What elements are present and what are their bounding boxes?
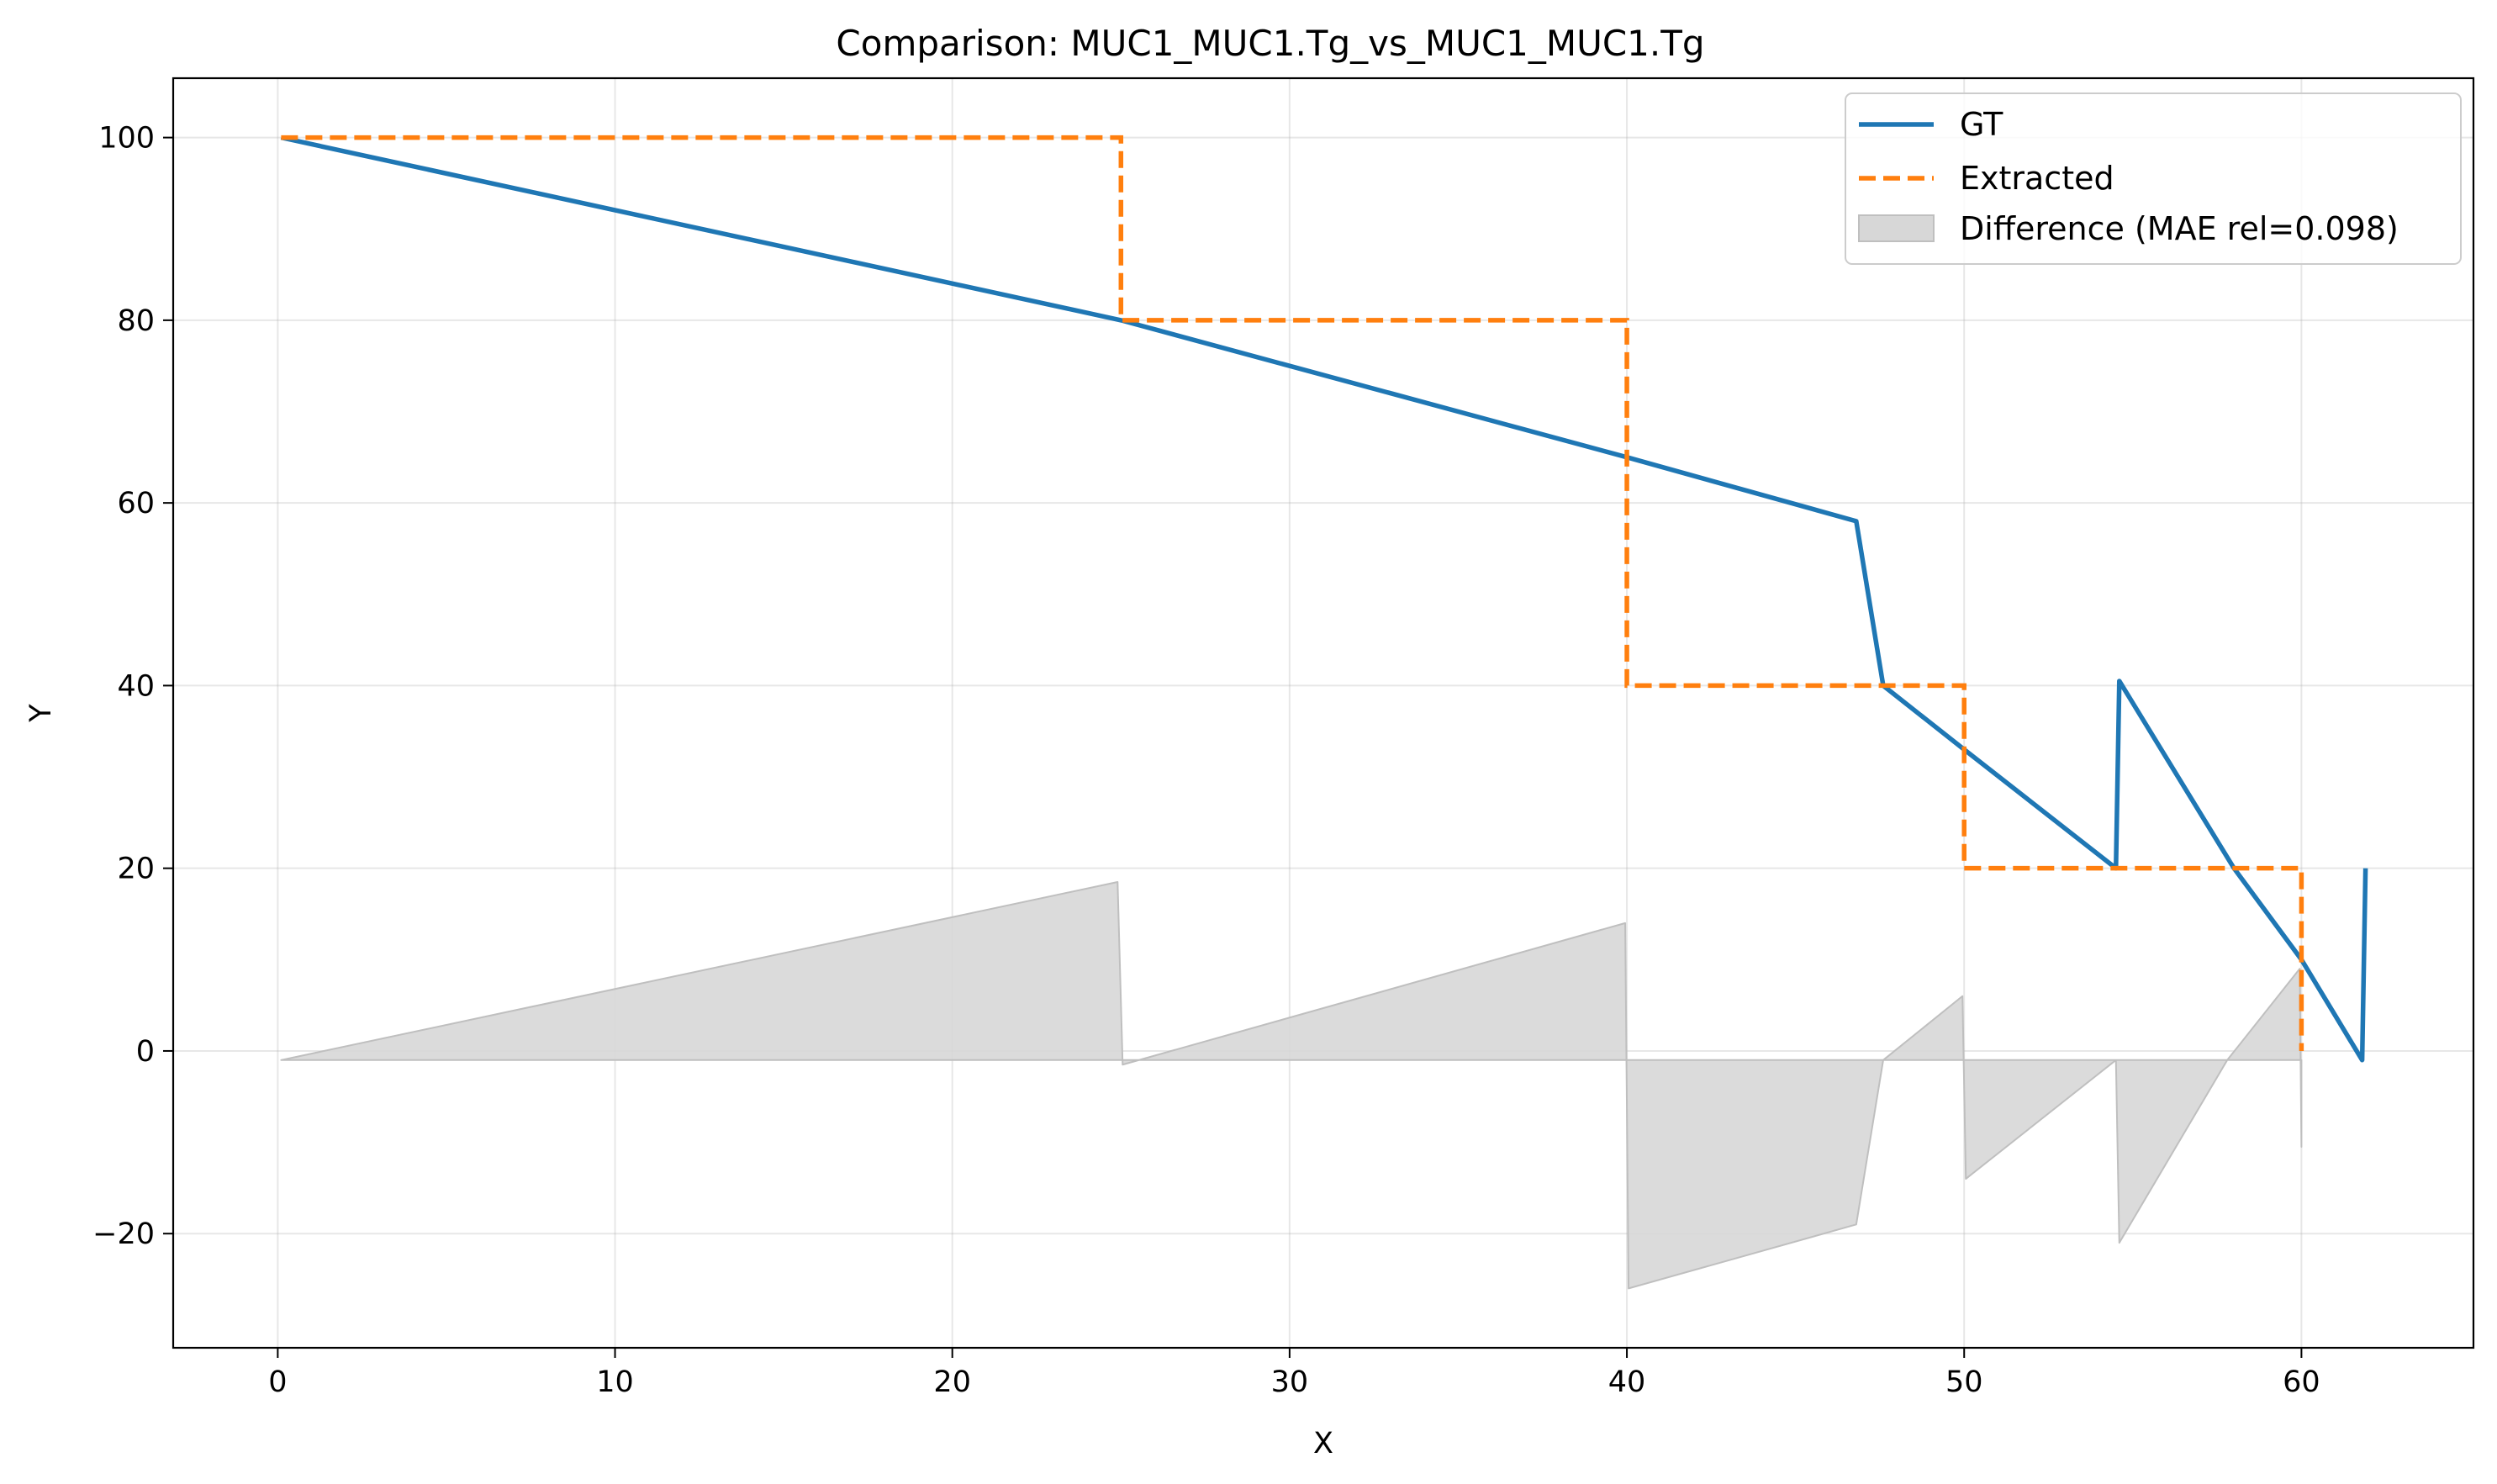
- difference-area: [280, 880, 2303, 1290]
- x-tick-label: 50: [1945, 1365, 1983, 1399]
- legend-frame: [1845, 92, 2462, 265]
- plot-area-frame: [172, 77, 2475, 1349]
- chart-title: Comparison: MUC1_MUC1.Tg_vs_MUC1_MUC1.Tg: [836, 23, 1704, 64]
- y-tick-label: 20: [117, 853, 155, 886]
- x-tick-label: 60: [2283, 1365, 2320, 1399]
- x-tick-label: 30: [1271, 1365, 1309, 1399]
- x-axis-label: X: [1313, 1427, 1333, 1460]
- y-axis: −20 0 20 40 60 80 100: [92, 122, 173, 1251]
- y-axis-label: Y: [24, 704, 58, 723]
- y-tick-label: −20: [92, 1217, 155, 1251]
- x-tick-label: 10: [596, 1365, 634, 1399]
- legend: GT Extracted Difference (MAE rel=0.098): [1845, 92, 2462, 265]
- legend-label-extracted: Extracted: [1960, 160, 2114, 197]
- difference-area-layer: [280, 880, 2303, 1290]
- y-tick-label: 80: [117, 304, 155, 338]
- x-tick-label: 40: [1608, 1365, 1646, 1399]
- extracted-line: [281, 135, 2304, 1051]
- y-tick-label: 60: [117, 487, 155, 520]
- legend-swatch-difference: [1858, 214, 1935, 242]
- legend-label-difference: Difference (MAE rel=0.098): [1960, 210, 2399, 247]
- gt-line: [280, 135, 2368, 1063]
- x-tick-label: 0: [268, 1365, 287, 1399]
- series-lines-layer: [280, 135, 2368, 1063]
- y-tick-label: 100: [98, 122, 155, 156]
- x-axis: 0 10 20 30 40 50 60: [268, 1348, 2320, 1399]
- legend-label-gt: GT: [1960, 106, 2003, 143]
- x-tick-label: 20: [933, 1365, 971, 1399]
- y-tick-label: 40: [117, 669, 155, 703]
- y-tick-label: 0: [136, 1035, 155, 1069]
